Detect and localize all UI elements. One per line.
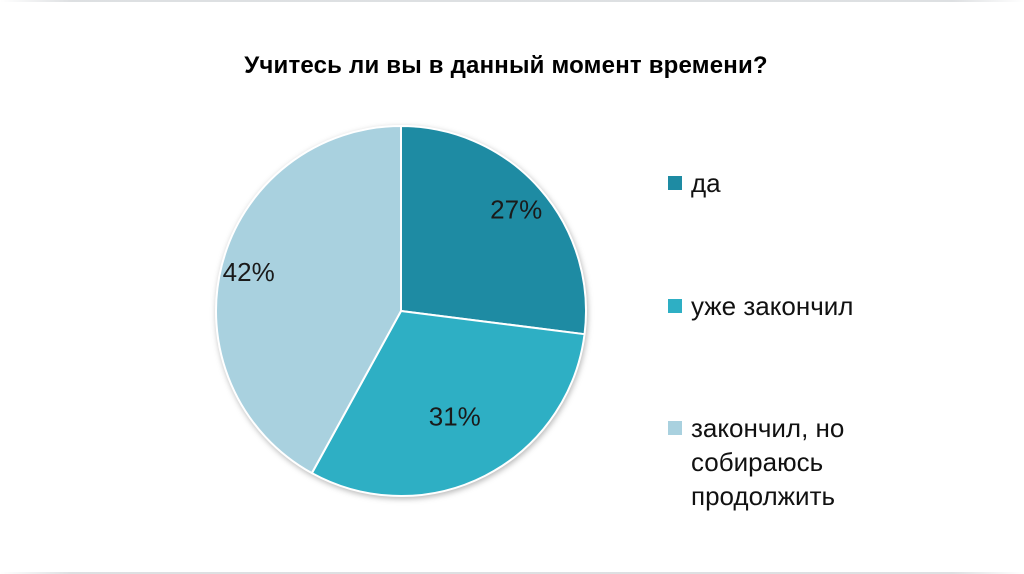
pie-data-label-3: 42%: [223, 257, 275, 287]
legend-label: уже закончил: [691, 291, 854, 321]
pie-data-label-2: 31%: [429, 402, 481, 432]
slide-top-edge: [0, 0, 1024, 2]
legend-label: закончил, но собираюсь продолжить: [691, 413, 845, 511]
pie-slice-3: [215, 125, 402, 475]
legend-item-da: да: [668, 166, 876, 200]
legend-swatch-icon: [668, 421, 682, 435]
legend-label: да: [691, 168, 721, 198]
legend-swatch-icon: [668, 299, 682, 313]
legend-item-uzhe-zakonchil: уже закончил: [668, 289, 876, 323]
chart-title: Учитесь ли вы в данный момент времени?: [244, 52, 768, 79]
legend-item-zakonchil-no: закончил, но собираюсь продолжить: [668, 411, 876, 513]
pie-data-label-1: 27%: [490, 195, 542, 225]
slide-bottom-edge: [0, 572, 1024, 574]
pie-slice-2: [310, 310, 586, 497]
pie-chart: 27% 31% 42%: [215, 125, 587, 497]
pie-slice-1: [400, 125, 587, 336]
legend-swatch-icon: [668, 176, 682, 190]
